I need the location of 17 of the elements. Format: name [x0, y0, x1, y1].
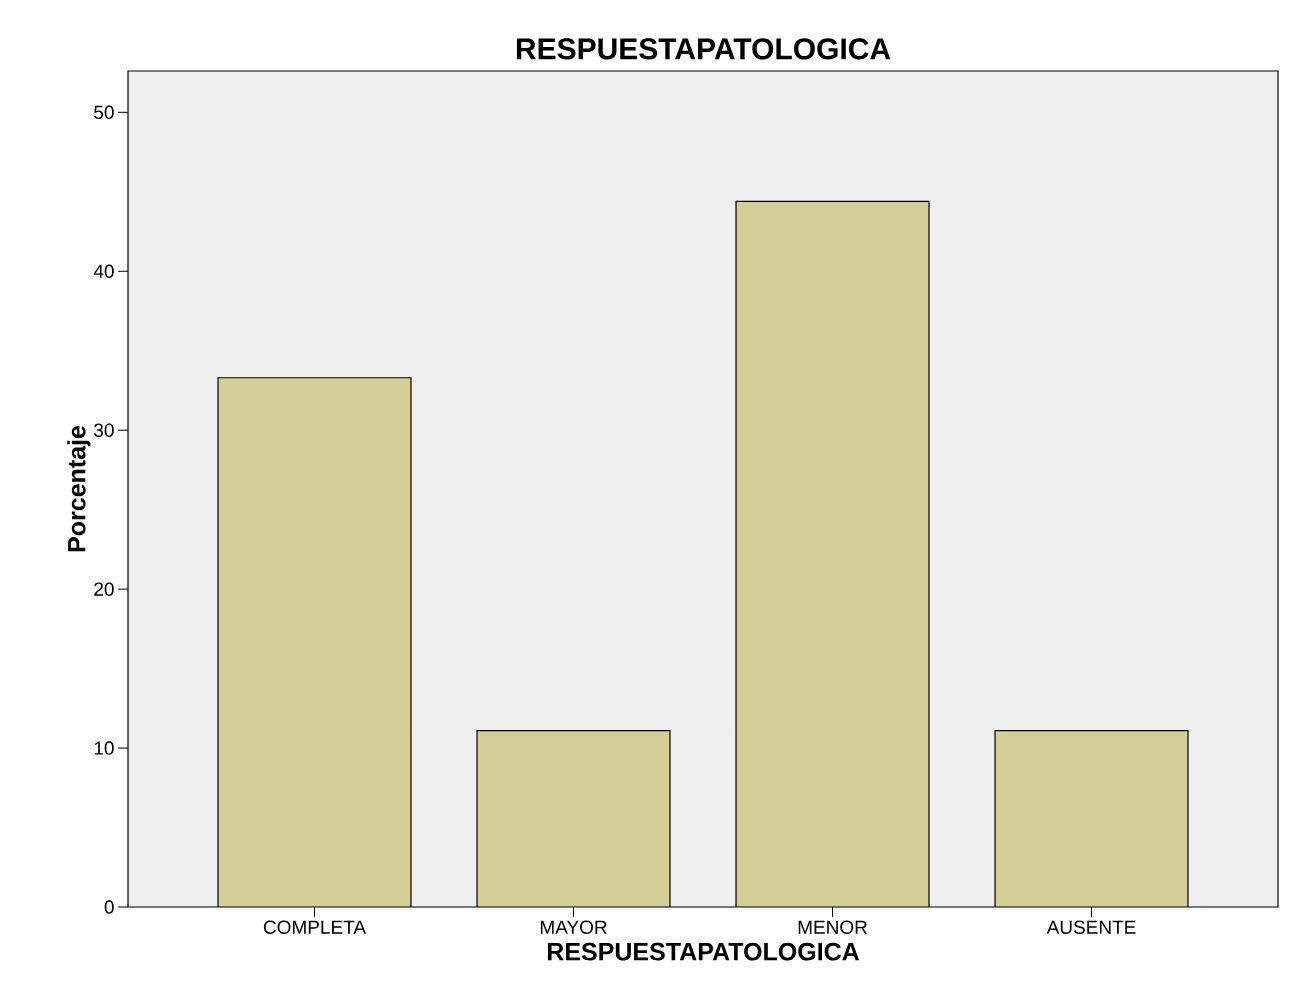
bar: [735, 200, 930, 907]
x-axis-title: RESPUESTAPATOLOGICA: [547, 942, 860, 961]
y-tick-label: 30: [94, 423, 114, 437]
y-tick-label: 40: [93, 264, 114, 278]
bar: [994, 729, 1189, 907]
bar: [476, 729, 671, 907]
bar: [218, 377, 411, 907]
y-tick-label: 10: [94, 741, 114, 755]
x-tick-label: MENOR: [798, 920, 867, 934]
x-tick-label: COMPLETA: [263, 920, 367, 934]
y-axis-title: Porcentaje: [67, 425, 91, 552]
y-tick-label: 0: [104, 900, 114, 914]
y-tick-label: 20: [94, 582, 114, 596]
x-tick-label: MAYOR: [540, 920, 607, 934]
x-tick-label: AUSENTE: [1046, 920, 1136, 934]
chart-title: RESPUESTAPATOLOGICA: [516, 38, 891, 60]
y-tick-label: 50: [94, 105, 114, 120]
